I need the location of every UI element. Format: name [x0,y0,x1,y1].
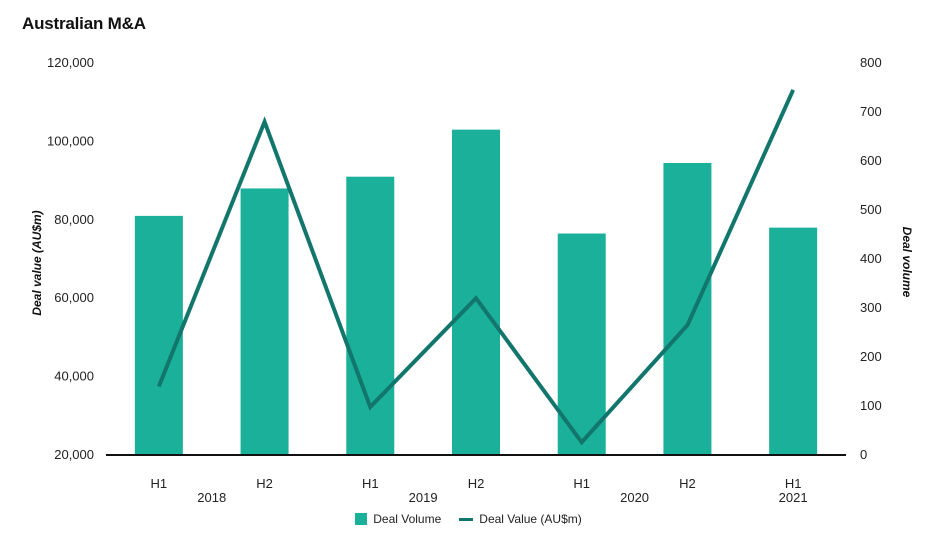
y-tick-label: 40,000 [54,369,94,384]
y-tick-label: 100,000 [47,133,94,148]
legend-label: Deal Value (AU$m) [479,512,582,526]
x-tick-label: H2 [256,476,273,491]
chart-title: Australian M&A [22,14,146,33]
left-axis: 120,000 100,000 80,000 60,000 40,000 20,000 [47,55,94,462]
y2-tick-label: 800 [860,55,882,70]
y2-tick-label: 700 [860,104,882,119]
y-tick-label: 80,000 [54,212,94,227]
x-group-label: 2021 [779,490,808,505]
line-series [156,89,795,446]
y2-tick-label: 100 [860,398,882,413]
x-group-label: 2020 [620,490,649,505]
x-tick-label: H1 [573,476,590,491]
bar [769,227,818,455]
y-tick-label: 20,000 [54,447,94,462]
legend-item-deal-volume: Deal Volume [355,512,441,526]
x-tick-label: H2 [468,476,485,491]
y2-tick-label: 400 [860,251,882,266]
bar-series [134,129,818,455]
line-point [792,89,794,91]
x-tick-label: H2 [679,476,696,491]
bar [452,129,500,455]
x-group-label: 2018 [197,490,226,505]
y2-axis-title: Deal volume [900,227,914,298]
y-axis-title: Deal value (AU$m) [30,210,44,315]
legend: Deal Volume Deal Value (AU$m) [0,512,937,526]
line-point [581,441,583,443]
line-point [264,121,266,123]
right-axis: 800 700 600 500 400 300 200 100 0 [860,55,882,462]
bar [240,188,289,455]
line-point [475,297,477,299]
legend-bar-swatch [355,513,368,525]
line-point [369,406,371,408]
y2-tick-label: 500 [860,202,882,217]
line-point [686,324,688,326]
legend-item-deal-value: Deal Value (AU$m) [459,512,582,526]
x-tick-label: H1 [151,476,168,491]
y2-tick-label: 0 [860,447,867,462]
y-tick-label: 120,000 [47,55,94,70]
legend-label: Deal Volume [373,512,442,526]
x-tick-label: H1 [785,476,802,491]
bar [663,162,712,455]
y2-tick-label: 200 [860,349,882,364]
x-group-label: 2019 [409,490,438,505]
bar [134,215,183,455]
bar [346,176,395,455]
y-tick-label: 60,000 [54,290,94,305]
x-tick-label: H1 [362,476,379,491]
y2-tick-label: 300 [860,300,882,315]
legend-line-swatch [459,517,474,521]
x-axis: H1 H2 H1 H2 H1 H2 H1 2018 2019 2020 2021 [151,476,808,505]
y2-tick-label: 600 [860,153,882,168]
line-point [158,385,160,387]
